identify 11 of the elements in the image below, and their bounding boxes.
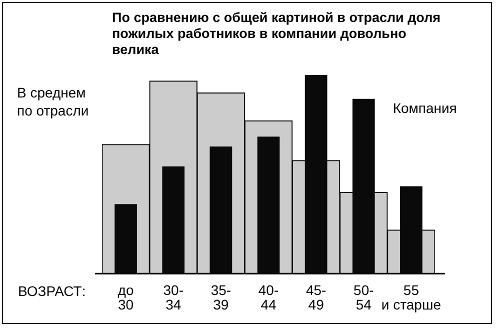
series-label: Компания xyxy=(392,100,457,116)
x-tick-label: 35-39 xyxy=(210,282,232,313)
text: В среднем по отрасли xyxy=(17,84,89,119)
x-axis-title: ВОЗРАСТ: xyxy=(18,283,86,299)
x-tick-label: 55 и старше xyxy=(381,282,442,313)
x-tick-label: до 30 xyxy=(118,282,134,313)
x-tick-label: 30-34 xyxy=(163,282,184,313)
x-tick-label: 50-54 xyxy=(354,282,374,313)
chart-title: По сравнению с общей картиной в отрасли доля пожилых работников в компании довольно велика xyxy=(112,10,442,58)
x-tick-label: 45-49 xyxy=(306,282,327,313)
x-tick-label: 40-44 xyxy=(258,282,279,313)
